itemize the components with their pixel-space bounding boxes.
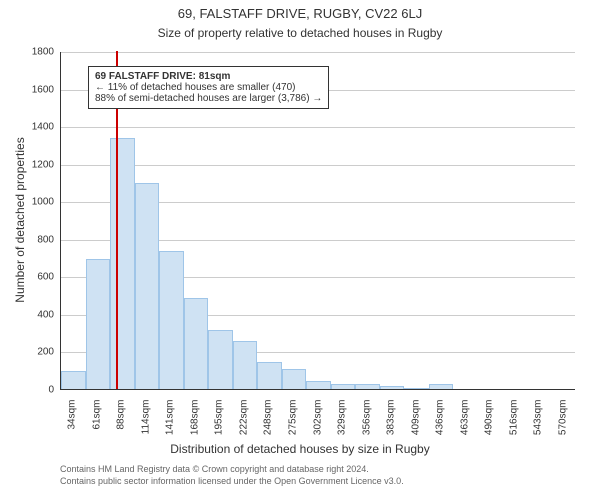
histogram-bar [184, 298, 209, 389]
x-tick-label: 329sqm [337, 400, 348, 444]
x-tick-label: 570sqm [557, 400, 568, 444]
y-tick-label: 800 [18, 234, 54, 245]
chart-title: 69, FALSTAFF DRIVE, RUGBY, CV22 6LJ [0, 6, 600, 21]
y-tick-label: 200 [18, 347, 54, 358]
y-tick-label: 600 [18, 272, 54, 283]
x-tick-label: 409sqm [410, 400, 421, 444]
y-tick-label: 1800 [18, 47, 54, 58]
x-tick-label: 436sqm [435, 400, 446, 444]
histogram-bar [282, 369, 307, 389]
histogram-bar [208, 330, 233, 389]
y-tick-label: 1200 [18, 159, 54, 170]
histogram-bar [135, 183, 160, 389]
grid-line [61, 127, 575, 128]
annotation-title: 69 FALSTAFF DRIVE: 81sqm [95, 71, 322, 82]
histogram-bar [404, 388, 429, 389]
x-tick-label: 34sqm [67, 400, 78, 444]
grid-line [61, 165, 575, 166]
histogram-bar [429, 384, 454, 389]
y-tick-label: 0 [18, 385, 54, 396]
x-tick-label: 61sqm [91, 400, 102, 444]
histogram-bar [257, 362, 282, 389]
x-tick-label: 275sqm [287, 400, 298, 444]
histogram-bar [233, 341, 258, 389]
x-tick-label: 302sqm [312, 400, 323, 444]
footer-line-1: Contains HM Land Registry data © Crown c… [60, 464, 404, 476]
annotation-line-2: 88% of semi-detached houses are larger (… [95, 93, 322, 104]
footer-line-2: Contains public sector information licen… [60, 476, 404, 488]
annotation-line-1: ← 11% of detached houses are smaller (47… [95, 82, 322, 93]
y-tick-label: 400 [18, 309, 54, 320]
chart-container: { "chart": { "type": "histogram", "title… [0, 0, 600, 500]
chart-subtitle: Size of property relative to detached ho… [0, 26, 600, 40]
x-tick-label: 383sqm [386, 400, 397, 444]
x-tick-label: 463sqm [459, 400, 470, 444]
y-tick-label: 1600 [18, 84, 54, 95]
histogram-bar [331, 384, 356, 389]
x-tick-label: 222sqm [238, 400, 249, 444]
x-tick-label: 88sqm [116, 400, 127, 444]
x-axis-title: Distribution of detached houses by size … [0, 442, 600, 456]
x-tick-label: 141sqm [165, 400, 176, 444]
x-tick-label: 490sqm [484, 400, 495, 444]
x-tick-label: 168sqm [189, 400, 200, 444]
histogram-bar [159, 251, 184, 389]
y-tick-label: 1000 [18, 197, 54, 208]
histogram-bar [380, 386, 405, 389]
x-tick-label: 516sqm [508, 400, 519, 444]
y-axis-title: Number of detached properties [13, 130, 27, 310]
histogram-bar [355, 384, 380, 389]
x-tick-label: 356sqm [361, 400, 372, 444]
histogram-bar [86, 259, 111, 390]
x-tick-label: 248sqm [263, 400, 274, 444]
x-tick-label: 114sqm [140, 400, 151, 444]
x-tick-label: 543sqm [533, 400, 544, 444]
y-tick-label: 1400 [18, 122, 54, 133]
histogram-bar [306, 381, 331, 389]
x-tick-label: 195sqm [214, 400, 225, 444]
histogram-bar [61, 371, 86, 389]
footer: Contains HM Land Registry data © Crown c… [60, 464, 404, 487]
annotation-box: 69 FALSTAFF DRIVE: 81sqm ← 11% of detach… [88, 66, 329, 109]
grid-line [61, 52, 575, 53]
histogram-bar [110, 138, 135, 389]
